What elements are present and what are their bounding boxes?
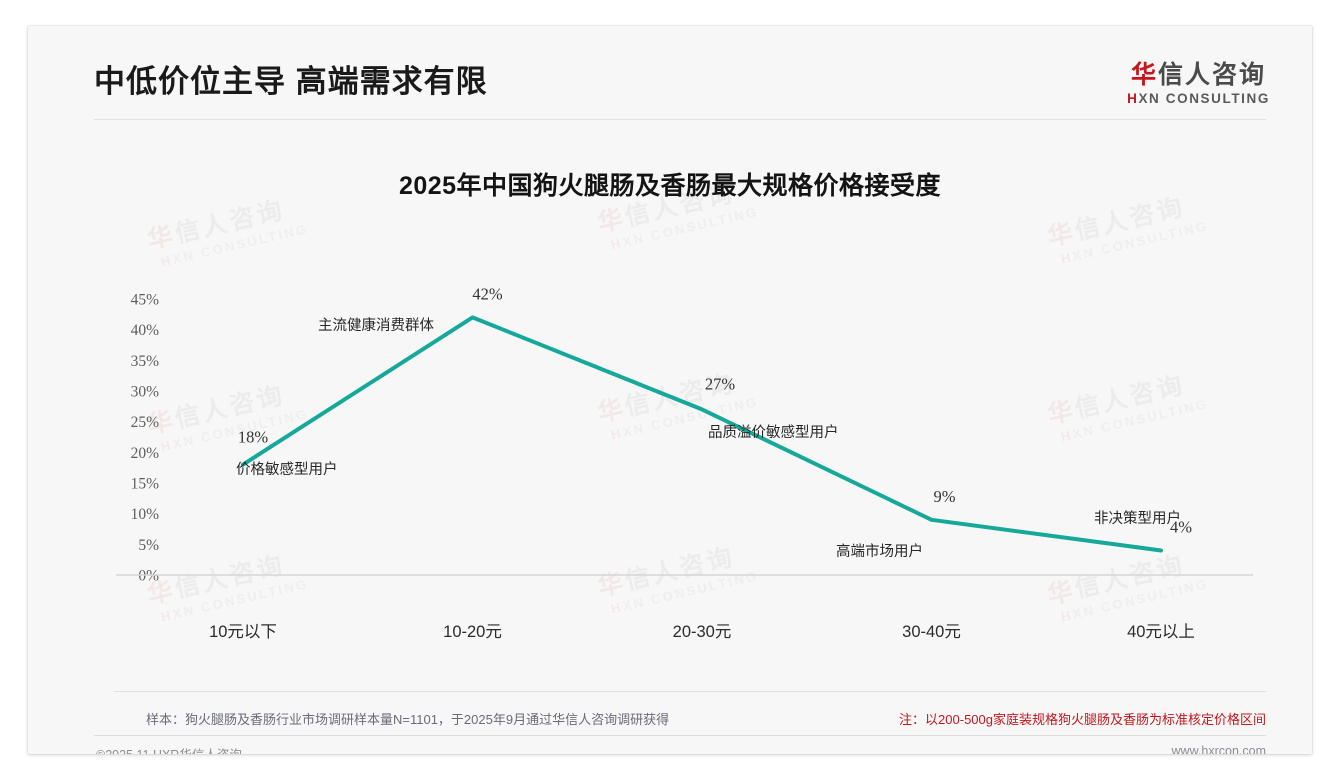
data-value-labels: 18% 42% 27% 9% 4%	[238, 284, 1192, 536]
data-point-annotation: 高端市场用户	[836, 543, 923, 560]
logo-en-rest: XN CONSULTING	[1138, 91, 1270, 107]
y-axis-ticks: 0% 5% 10% 15% 20% 25% 30% 35% 40% 45%	[131, 292, 160, 585]
y-axis-tick-label: 45%	[131, 292, 160, 309]
line-chart-svg: 0% 5% 10% 15% 20% 25% 30% 35% 40% 45% 10元以下 10-20元…	[116, 284, 1253, 641]
y-axis-tick-label: 10%	[131, 506, 160, 523]
sample-note: 样本：狗火腿肠及香肠行业市场调研样本量N=1101，于2025年9月通过华信人咨…	[146, 712, 670, 727]
data-value-label: 27%	[705, 374, 736, 393]
x-axis-ticks: 10元以下 10-20元 20-30元 30-40元 40元以上	[209, 622, 1195, 641]
chart-title: 2025年中国狗火腿肠及香肠最大规格价格接受度	[398, 172, 942, 200]
data-point-annotation: 非决策型用户	[1094, 510, 1181, 527]
data-value-label: 9%	[934, 487, 956, 506]
notes-divider	[114, 691, 1266, 692]
y-axis-tick-label: 30%	[131, 384, 160, 401]
data-value-label: 18%	[238, 428, 269, 447]
y-axis-tick-label: 0%	[138, 568, 159, 585]
data-point-annotation: 主流健康消费群体	[318, 317, 434, 334]
slide-canvas: 华信人咨询 HXN CONSULTING 华信人咨询 HXN CONSULTIN…	[28, 26, 1312, 754]
data-series-line	[241, 315, 1163, 553]
logo-cn-red: 华	[1131, 61, 1159, 89]
price-range-note: 注：以200-500g家庭装规格狗火腿肠及香肠为标准核定价格区间	[899, 712, 1266, 727]
footer-divider	[94, 735, 1266, 736]
page-title: 中低价位主导 高端需求有限	[94, 64, 488, 99]
header-divider	[94, 119, 1266, 120]
data-value-label: 42%	[472, 284, 503, 303]
copyright-text: ©2025.11 HXR华信人咨询	[96, 744, 242, 754]
y-axis-tick-label: 15%	[131, 476, 160, 493]
data-value-label: 4%	[1170, 517, 1192, 536]
y-axis-tick-label: 5%	[138, 537, 159, 554]
x-axis-tick-label: 10-20元	[443, 623, 502, 641]
x-axis-tick-label: 20-30元	[673, 623, 732, 641]
company-logo: 华信人咨询 HXN CONSULTING	[1127, 62, 1270, 106]
y-axis-tick-label: 20%	[131, 445, 160, 462]
y-axis-tick-label: 40%	[131, 322, 160, 339]
website-link[interactable]: www.hxrcon.com	[1171, 744, 1266, 754]
y-axis-tick-label: 35%	[131, 353, 160, 370]
chart-plot-area: 0% 5% 10% 15% 20% 25% 30% 35% 40% 45% 10元以下 10-20元…	[28, 26, 1312, 754]
logo-cn-rest: 信人咨询	[1158, 61, 1267, 89]
x-axis-tick-label: 40元以上	[1127, 622, 1195, 641]
x-axis-tick-label: 10元以下	[209, 623, 277, 641]
logo-en-red: H	[1127, 91, 1139, 107]
x-axis-tick-label: 30-40元	[902, 623, 961, 641]
data-point-annotation: 价格敏感型用户	[236, 461, 338, 478]
data-point-annotation: 品质溢价敏感型用户	[708, 424, 839, 441]
y-axis-tick-label: 25%	[131, 414, 160, 431]
slide-header: 中低价位主导 高端需求有限 华信人咨询 HXN CONSULTING	[28, 26, 1312, 120]
